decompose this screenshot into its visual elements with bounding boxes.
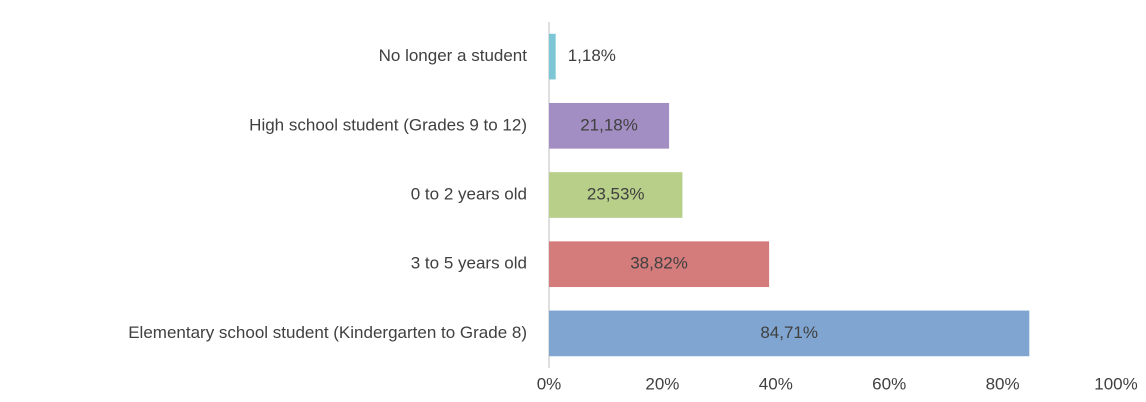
x-tick-label: 20% [645,374,679,393]
y-tick-label: High school student (Grades 9 to 12) [249,115,527,134]
data-label: 23,53% [587,184,645,203]
x-tick-label: 100% [1094,374,1137,393]
x-tick-label: 0% [537,374,562,393]
data-label: 21,18% [580,115,638,134]
bar [549,241,770,288]
bar [549,33,556,80]
x-tick-label: 40% [759,374,793,393]
bar [549,310,1030,357]
y-tick-label: 3 to 5 years old [411,254,527,273]
x-tick-label: 80% [986,374,1020,393]
bar [549,102,670,149]
y-tick-label: 0 to 2 years old [411,184,527,203]
y-tick-label: Elementary school student (Kindergarten … [128,323,527,342]
data-label: 1,18% [568,46,616,65]
bar [549,172,683,218]
x-tick-label: 60% [872,374,906,393]
y-tick-label: No longer a student [379,46,528,65]
data-label: 38,82% [630,254,688,273]
data-label: 84,71% [760,323,818,342]
